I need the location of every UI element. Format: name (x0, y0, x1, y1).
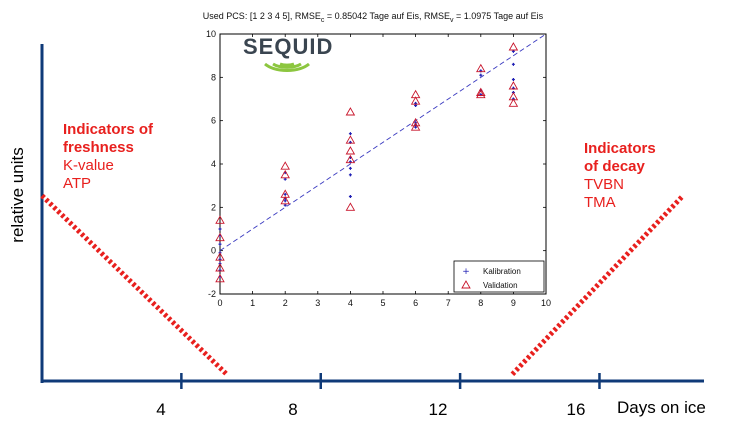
indicator-lines (40, 193, 685, 377)
sequid-logo-text: SEQUID (243, 34, 334, 59)
validation-point (410, 96, 421, 105)
calibration-point (511, 78, 515, 81)
calibration-point (511, 62, 515, 66)
freshness-heading-line1: Indicators of (63, 121, 154, 138)
inset-data-points (215, 42, 519, 283)
validation-point (410, 122, 421, 131)
validation-point (476, 87, 486, 96)
validation-point (280, 161, 290, 170)
validation-point (476, 63, 486, 73)
decay-heading-line2: of decay (584, 158, 645, 175)
validation-point (410, 117, 421, 127)
validation-point (345, 154, 356, 164)
validation-point (215, 263, 225, 272)
validation-point (345, 135, 356, 144)
x-tick-label-4: 4 (156, 400, 166, 419)
logo-arc-2 (272, 62, 302, 69)
legend-label-validation: Validation (483, 281, 518, 290)
decay-annotation: Indicators of decay TVBN TMA (584, 140, 656, 212)
validation-point (476, 89, 486, 99)
validation-point (345, 146, 356, 155)
logo-arc-3 (279, 62, 295, 67)
inset-x-tick-label-9: 9 (511, 298, 516, 308)
inset-y-tick-label-6: 6 (211, 116, 216, 126)
validation-point (215, 232, 225, 242)
x-axis-ticks (180, 373, 601, 389)
inset-fit-line (219, 33, 547, 252)
y-axis-label: relative units (8, 147, 27, 243)
calibration-point (283, 192, 287, 196)
x-tick-label-8: 8 (288, 400, 298, 419)
validation-point (345, 202, 356, 211)
validation-point (345, 107, 356, 116)
inset-y-tick-label-8: 8 (211, 72, 216, 82)
inset-y-tick-label-2: 2 (211, 202, 216, 212)
inset-x-tick-label-10: 10 (541, 298, 551, 308)
validation-point (508, 81, 519, 90)
x-axis-label: Days on ice (617, 398, 706, 417)
legend-marker-calibration: + (462, 267, 470, 277)
x-tick-label-16: 16 (566, 400, 586, 419)
inset-x-tick-label-6: 6 (413, 298, 418, 308)
x-tick-label-12: 12 (428, 400, 448, 419)
validation-point (280, 195, 290, 205)
calibration-point (218, 242, 222, 246)
decay-item-tma: TMA (584, 194, 616, 211)
legend-marker-validation (461, 280, 471, 289)
validation-point (280, 169, 290, 179)
calibration-point (348, 132, 352, 136)
calibration-point (348, 195, 352, 198)
freshness-heading-line2: freshness (63, 139, 134, 156)
validation-point (215, 252, 225, 261)
decay-item-tvbn: TVBN (584, 176, 625, 193)
fit-line (219, 33, 547, 252)
calibration-point (348, 166, 352, 170)
inset-y-tick-label-4: 4 (211, 159, 216, 169)
freshness-item-atp: ATP (63, 175, 92, 192)
logo-arc-1 (264, 62, 310, 72)
freshness-item-k-value: K-value (63, 157, 114, 174)
decay-heading-line1: Indicators (584, 140, 656, 157)
calibration-point (348, 173, 352, 177)
validation-point (508, 98, 519, 107)
inset-title: Used PCS: [1 2 3 4 5], RMSEc = 0.85042 T… (202, 11, 544, 24)
calibration-point (218, 227, 222, 231)
inset-legend: + Kalibration Validation (453, 260, 545, 293)
inset-y-tick-label-0: 0 (211, 246, 216, 256)
validation-point (215, 273, 225, 283)
inset-plot-frame (219, 33, 547, 295)
calibration-point (479, 73, 483, 77)
calibration-point (283, 199, 287, 203)
legend-label-calibration: Kalibration (483, 267, 521, 276)
sequid-logo-arcs (264, 62, 310, 72)
decay-indicator-line (510, 193, 685, 376)
inset-x-tick-label-0: 0 (217, 298, 222, 308)
freshness-indicator-line (40, 193, 229, 377)
inset-x-tick-label-1: 1 (250, 298, 255, 308)
freshness-annotation: Indicators of freshness K-value ATP (63, 121, 153, 193)
inset-x-tick-label-3: 3 (315, 298, 320, 308)
inset-x-tick-label-5: 5 (380, 298, 385, 308)
inset-scatter-chart: Used PCS: [1 2 3 4 5], RMSEc = 0.85042 T… (183, 9, 563, 314)
validation-point (215, 215, 225, 224)
inset-x-tick-label-2: 2 (283, 298, 288, 308)
inset-y-tick-label-10: 10 (206, 29, 216, 39)
validation-point (508, 42, 519, 51)
inset-y-tick-label--2: -2 (208, 289, 216, 299)
inset-x-tick-label-4: 4 (348, 298, 353, 308)
inset-x-tick-label-7: 7 (446, 298, 451, 308)
inset-x-tick-label-8: 8 (478, 298, 483, 308)
